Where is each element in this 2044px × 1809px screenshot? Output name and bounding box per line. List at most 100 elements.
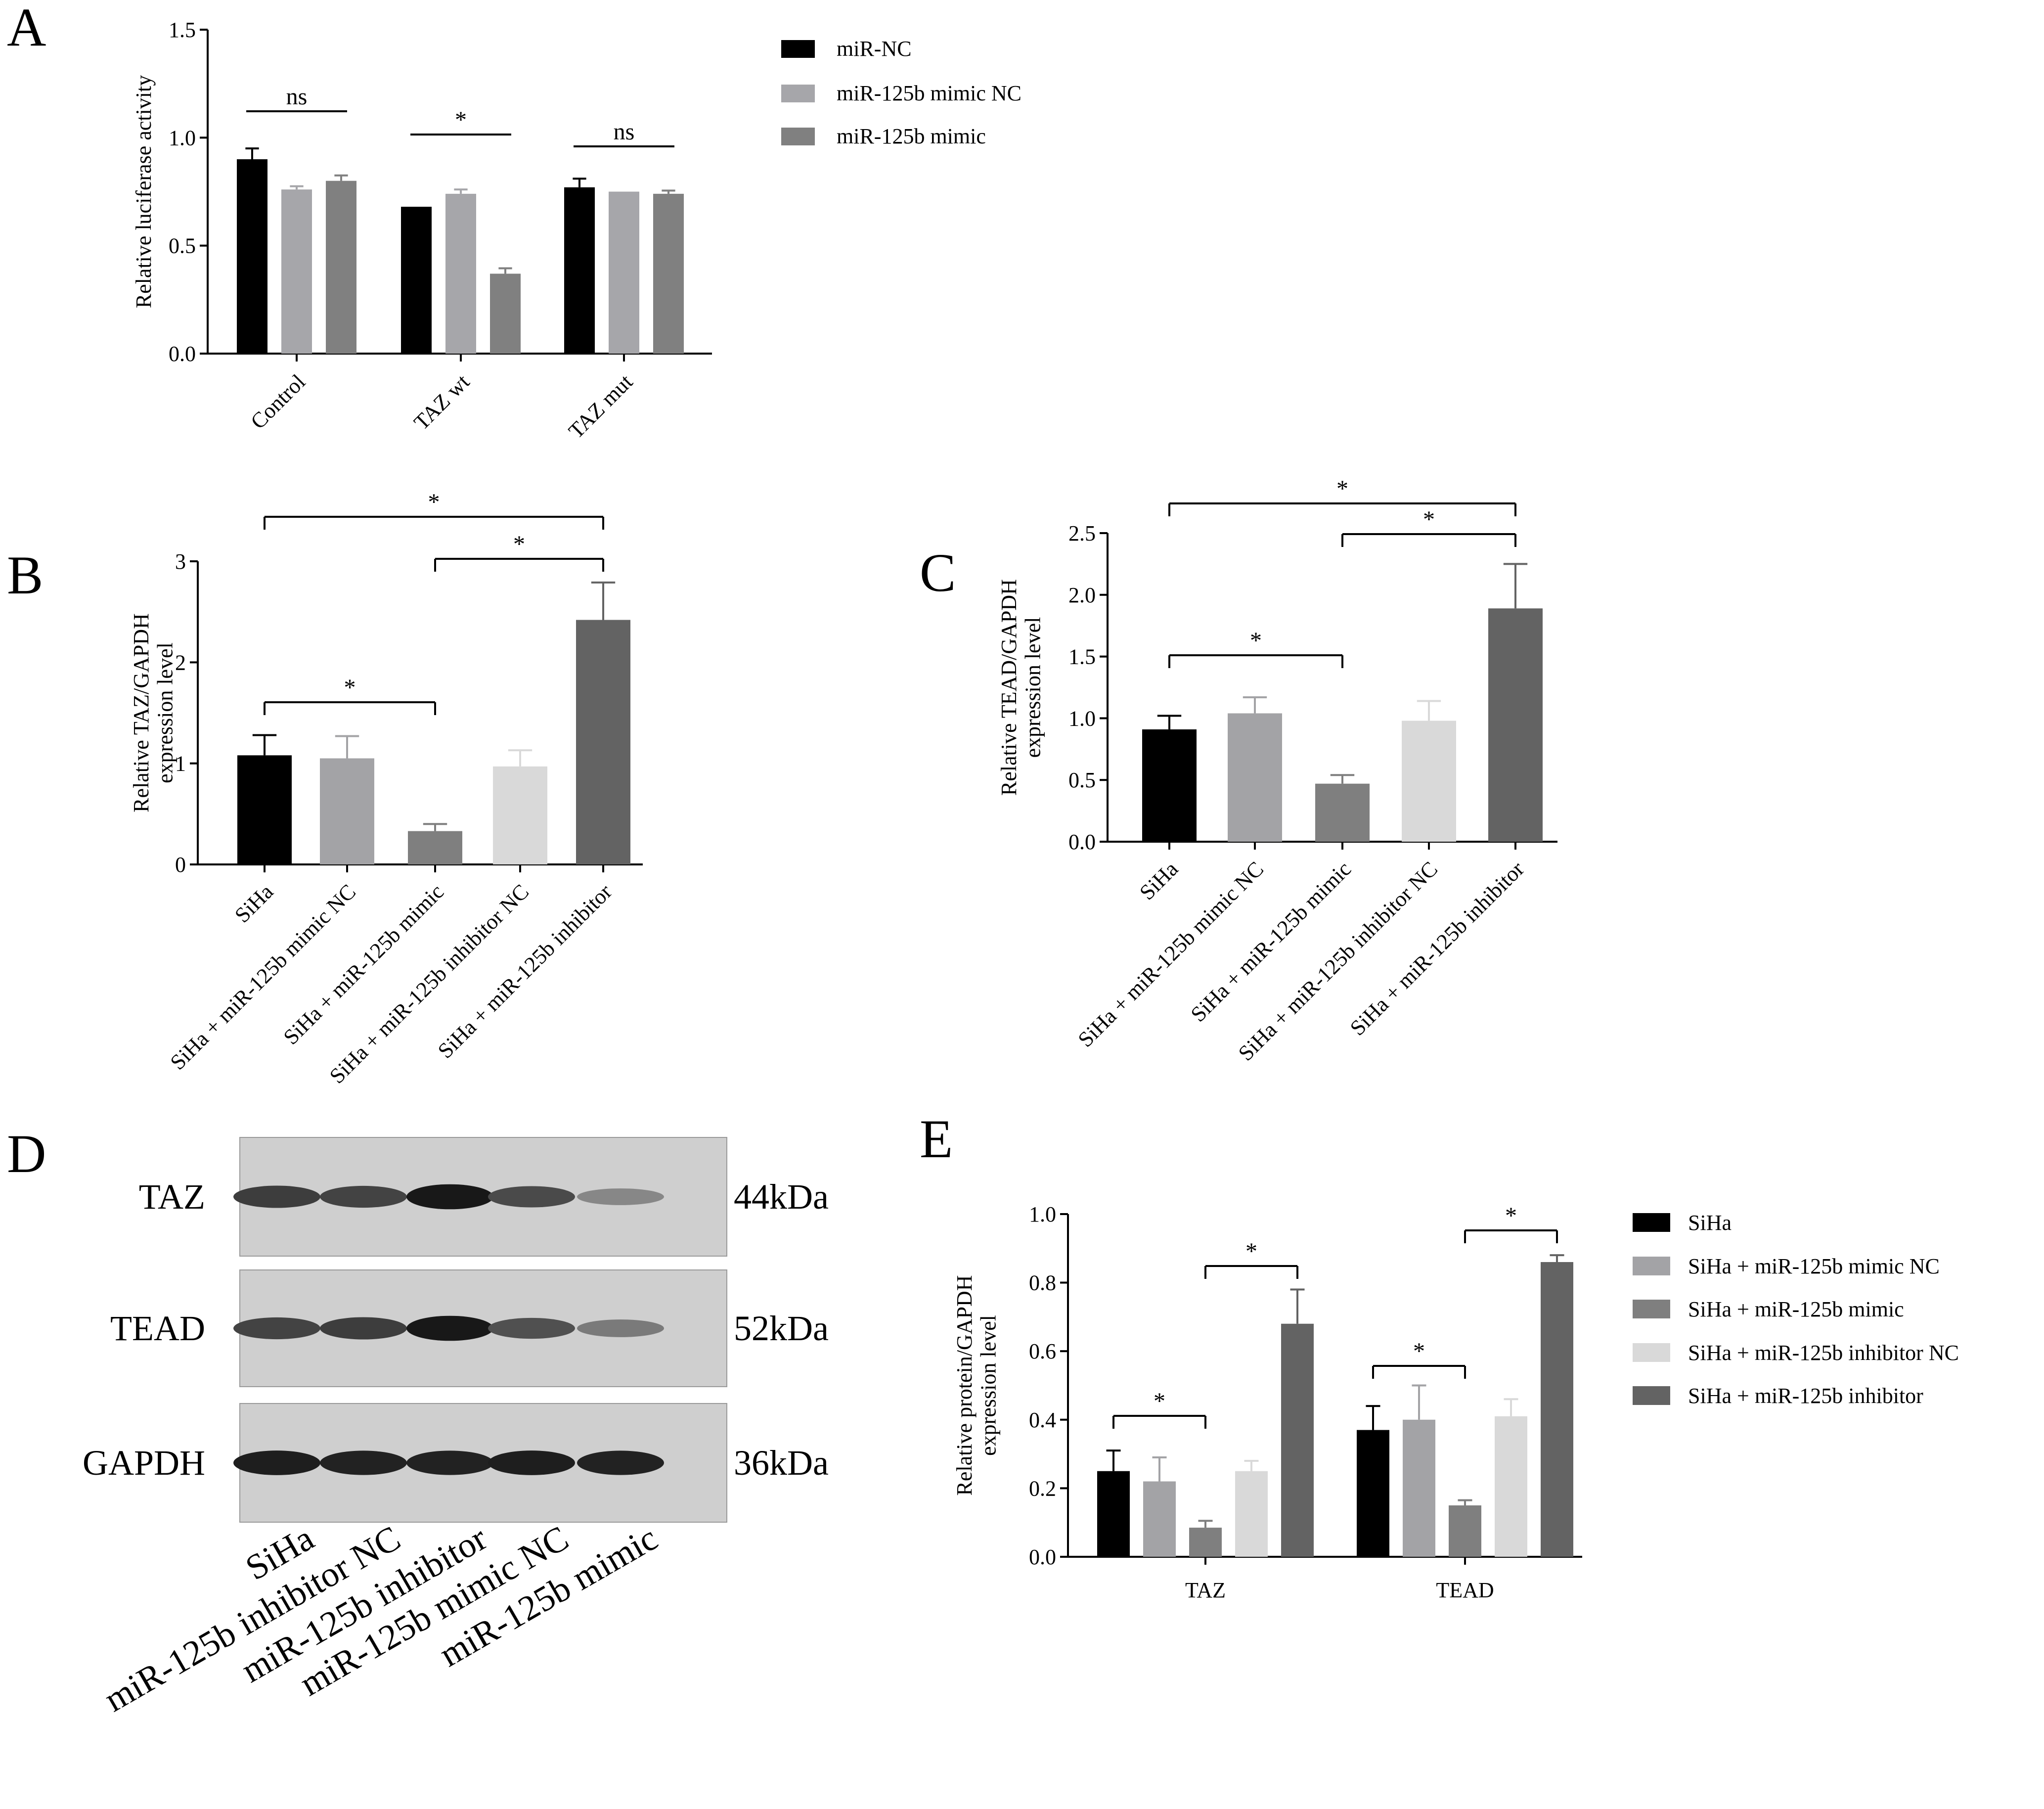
blot-band (233, 1317, 320, 1340)
chart-b-y-axis-title-line: expression level (153, 642, 177, 783)
chart-e: 0.0 0.2 0.4 0.6 0.8 1.0 Relative protein/GAPDH… (952, 1202, 1959, 1602)
chart-a-taz-wt-bar (445, 193, 476, 354)
chart-e-y-tick-label: 0.4 (1029, 1408, 1056, 1432)
chart-c-category-bar (1228, 713, 1282, 842)
chart-e-legend-swatch (1633, 1343, 1670, 1362)
blot-size-label: 52kDa (734, 1309, 829, 1348)
panel-label-c: C (920, 543, 956, 603)
chart-a-taz-wt-bar (490, 273, 521, 354)
blot-band (406, 1315, 493, 1341)
chart-b-y-tick-label: 3 (175, 549, 186, 574)
blot-band (406, 1184, 493, 1210)
chart-a-y-tick-label: 0.5 (169, 234, 196, 258)
chart-a-y-axis-title: Relative luciferase activity (132, 75, 156, 309)
chart-e-legend-swatch (1633, 1213, 1670, 1232)
panel-label-a: A (7, 0, 46, 57)
chart-e-taz-bar (1143, 1481, 1176, 1557)
chart-b-category-bar (237, 755, 292, 864)
chart-e-tead-bar (1403, 1419, 1435, 1557)
chart-c-category-bar (1488, 608, 1543, 842)
chart-b-category-bar (576, 620, 630, 864)
blot-protein-label: TAZ (139, 1177, 205, 1217)
chart-e-legend-label: SiHa + miR-125b mimic NC (1688, 1254, 1940, 1278)
chart-e-legend-swatch (1633, 1386, 1670, 1405)
chart-a-legend-swatch (781, 85, 815, 102)
chart-b-significance-label: * (513, 531, 525, 557)
chart-e-y-tick-label: 1.0 (1029, 1202, 1056, 1226)
blot-band (320, 1317, 407, 1340)
chart-e-legend-label: SiHa + miR-125b inhibitor NC (1688, 1341, 1959, 1365)
chart-a-legend-label: miR-NC (837, 37, 912, 61)
chart-a-y-tick-label: 1.5 (169, 18, 196, 42)
chart-e-y-axis-title-line: expression level (976, 1315, 1000, 1456)
chart-c-y-axis-title-line: Relative TEAD/GAPDH (997, 579, 1021, 796)
chart-c-significance-label: * (1336, 476, 1348, 502)
chart-b-category-bar (408, 831, 462, 864)
blot-protein-label: GAPDH (83, 1443, 205, 1483)
chart-a-y-tick-label: 0.0 (169, 342, 196, 366)
chart-a-significance-label: ns (614, 119, 635, 145)
chart-e-legend-label: SiHa + miR-125b mimic (1688, 1297, 1904, 1321)
chart-e-taz-bar (1097, 1471, 1130, 1557)
chart-a-legend-swatch (781, 40, 815, 58)
chart-c-y-tick-label: 1.5 (1068, 645, 1096, 669)
chart-a-control-bar (237, 159, 267, 354)
chart-c-category-bar (1142, 729, 1197, 842)
blot-band (320, 1450, 407, 1475)
chart-b-significance-label: * (344, 675, 356, 701)
chart-b-y-axis-title-line: Relative TAZ/GAPDH (129, 613, 153, 813)
chart-c-significance-label: * (1423, 506, 1435, 533)
blot-size-label: 44kDa (734, 1177, 829, 1217)
chart-e-y-axis-title: Relative protein/GAPDHexpression level (952, 1275, 1000, 1495)
chart-c-y-tick-label: 2.0 (1068, 583, 1096, 607)
chart-b-y-tick-label: 0 (175, 853, 186, 877)
blot-band (488, 1186, 575, 1208)
blot-band (406, 1450, 493, 1475)
blot-band (488, 1317, 575, 1339)
chart-b-y-axis-title: Relative TAZ/GAPDHexpression level (129, 613, 177, 813)
chart-e-y-tick-label: 0.2 (1029, 1476, 1056, 1500)
blot-band (233, 1450, 320, 1475)
chart-a-legend-label: miR-125b mimic NC (837, 81, 1022, 105)
chart-e-tead-bar (1495, 1416, 1527, 1557)
blot-band (233, 1185, 320, 1208)
chart-b-y-tick-label: 2 (175, 650, 186, 675)
chart-e-y-tick-label: 0.6 (1029, 1339, 1056, 1363)
chart-e-y-tick-label: 0.0 (1029, 1545, 1056, 1569)
chart-a-legend-label: miR-125b mimic (837, 124, 986, 148)
chart-e-legend-label: SiHa + miR-125b inhibitor (1688, 1384, 1923, 1408)
chart-e-significance-label: * (1154, 1388, 1165, 1414)
blot-band (488, 1450, 575, 1475)
chart-a-significance-label: * (455, 107, 467, 133)
chart-e-y-axis-title-line: Relative protein/GAPDH (952, 1275, 977, 1495)
chart-c-category-bar (1402, 721, 1456, 842)
chart-a-significance-label: ns (286, 84, 308, 110)
chart-e-legend-swatch (1633, 1257, 1670, 1275)
blot-size-label: 36kDa (734, 1443, 829, 1483)
chart-e-taz-bar (1235, 1471, 1268, 1557)
chart-c-y-axis-title-line: expression level (1021, 617, 1045, 758)
chart-a-y-tick-label: 1.0 (169, 126, 196, 150)
chart-b-category-bar (493, 766, 547, 864)
chart-e-legend-swatch (1633, 1300, 1670, 1318)
chart-e-x-tick-label: TEAD (1436, 1578, 1494, 1602)
chart-b-category-bar (320, 758, 374, 864)
chart-b-significance-label: * (428, 489, 440, 515)
chart-e-tead-bar (1449, 1505, 1481, 1557)
chart-a-taz-mut-bar (653, 193, 684, 354)
chart-e-taz-bar (1281, 1323, 1314, 1557)
chart-c-y-tick-label: 0.0 (1068, 830, 1096, 854)
chart-e-taz-bar (1189, 1528, 1222, 1557)
blot-band (577, 1319, 664, 1337)
chart-e-legend-label: SiHa (1688, 1211, 1732, 1235)
chart-c-y-tick-label: 1.0 (1068, 706, 1096, 730)
panel-label-e: E (920, 1109, 953, 1169)
blot-band (320, 1185, 407, 1208)
chart-a-taz-mut-bar (564, 187, 595, 354)
chart-e-significance-label: * (1505, 1203, 1517, 1229)
panel-label-d: D (7, 1124, 46, 1184)
chart-c-significance-label: * (1250, 628, 1262, 654)
chart-c-y-axis-title: Relative TEAD/GAPDHexpression level (997, 579, 1045, 796)
chart-a-control-bar (326, 181, 356, 354)
